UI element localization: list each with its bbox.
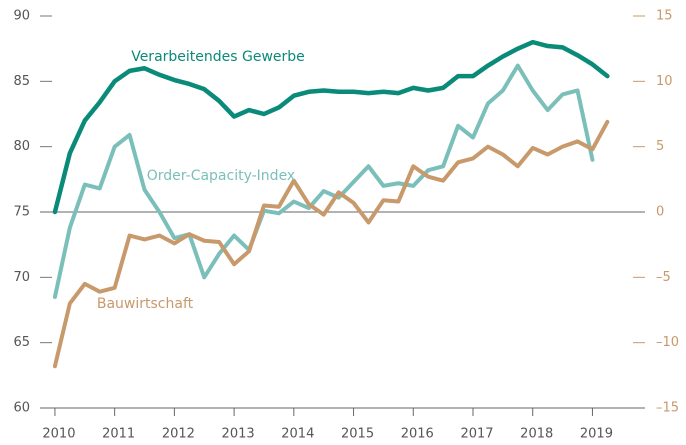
y-tick-label: 75 [13,205,30,220]
y2-tick-label: 5 [656,139,664,154]
series-line [52,119,610,369]
y2-tick-label: –15 [656,401,679,416]
series-line [52,39,610,215]
y-tick-label: 60 [13,401,30,416]
x-tick-label: 2013 [222,427,255,442]
x-tick-label: 2015 [341,427,374,442]
y-tick-label: 80 [13,139,30,154]
y2-tick-label: 10 [656,74,673,89]
x-tick-label: 2014 [281,427,314,442]
y2-tick-label: –10 [656,335,679,350]
series-label: Order-Capacity-Index [147,168,295,184]
y2-tick-label: –5 [656,270,671,285]
x-tick-label: 2018 [520,427,553,442]
series-line [52,63,595,299]
y-tick-label: 70 [13,270,30,285]
x-tick-label: 2019 [580,427,613,442]
x-tick-label: 2012 [162,427,195,442]
y-tick-label: 90 [13,9,30,24]
y-tick-label: 85 [13,74,30,89]
series-label: Bauwirtschaft [97,296,194,312]
y2-tick-label: 15 [656,9,673,24]
x-tick-label: 2017 [460,427,493,442]
x-tick-label: 2016 [401,427,434,442]
series-label: Verarbeitendes Gewerbe [131,49,305,65]
y-tick-label: 65 [13,335,30,350]
x-tick-label: 2010 [42,427,75,442]
x-tick-label: 2011 [102,427,135,442]
y2-tick-label: 0 [656,205,664,220]
